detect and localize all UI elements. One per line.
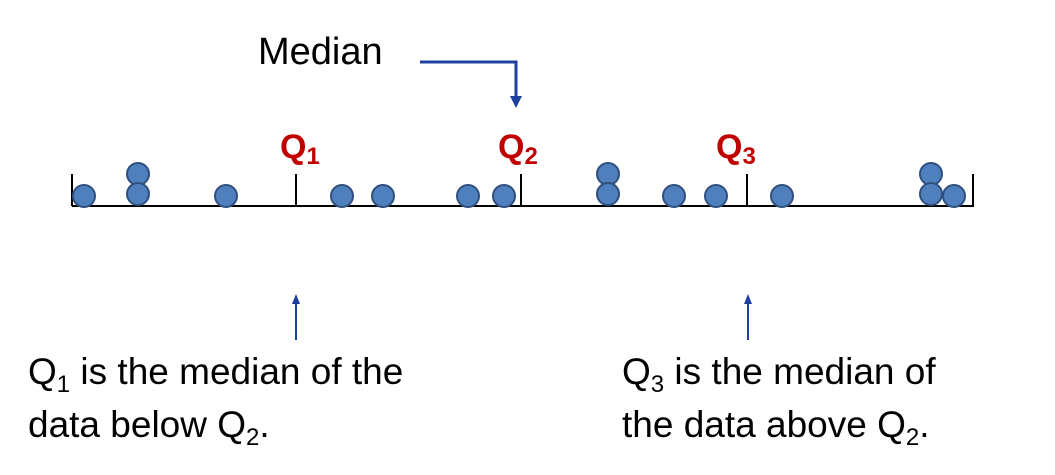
up-arrow-icon	[292, 294, 300, 340]
q2-label: Q2	[498, 128, 538, 170]
data-point	[704, 184, 728, 208]
data-point	[919, 182, 943, 206]
data-point	[770, 184, 794, 208]
data-point	[126, 182, 150, 206]
median-label: Median	[258, 31, 383, 73]
caption-right-line2: the data above Q2.	[622, 404, 930, 451]
data-point	[126, 162, 150, 186]
data-points	[72, 162, 966, 208]
data-point	[72, 184, 96, 208]
data-point	[596, 162, 620, 186]
data-point	[942, 184, 966, 208]
data-point	[596, 182, 620, 206]
q1-label: Q1	[280, 128, 320, 170]
data-point	[662, 184, 686, 208]
caption-left-line2: data below Q2.	[28, 404, 270, 451]
caption-right-line1: Q3 is the median of	[622, 351, 936, 398]
caption-left-line1: Q1 is the median of the	[28, 351, 403, 398]
data-point	[371, 184, 395, 208]
data-point	[214, 184, 238, 208]
up-arrow-icon	[744, 294, 752, 340]
median-arrow-icon	[420, 60, 522, 108]
data-point	[492, 184, 516, 208]
data-point	[456, 184, 480, 208]
data-point	[919, 162, 943, 186]
q3-label: Q3	[716, 128, 756, 170]
data-point	[330, 184, 354, 208]
